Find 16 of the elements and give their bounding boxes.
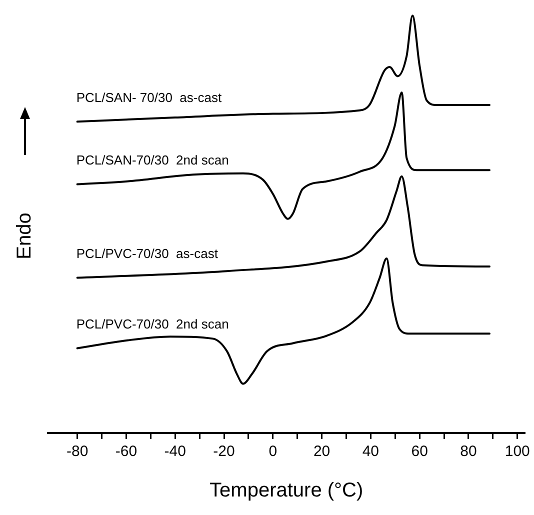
x-tick-label: 0	[268, 443, 278, 460]
x-tick-label: -80	[66, 443, 88, 460]
x-tick-label: 60	[411, 443, 428, 460]
series-label: PCL/PVC-70/30 as-cast	[76, 246, 218, 261]
x-tick-label: 100	[504, 443, 530, 460]
series-label: PCL/SAN- 70/30 as-cast	[76, 90, 222, 105]
series-label: PCL/SAN-70/30 2nd scan	[76, 152, 229, 168]
y-axis-title: Endo	[14, 212, 36, 260]
x-axis-title: Temperature (°C)	[210, 480, 364, 502]
x-tick-label: 40	[362, 443, 380, 460]
series-label: PCL/PVC-70/30 2nd scan	[76, 316, 229, 332]
x-tick-label: 20	[313, 443, 330, 460]
x-tick-label: -20	[213, 443, 235, 460]
x-tick-label: -40	[164, 443, 186, 460]
x-tick-label: -60	[115, 443, 138, 460]
x-tick-label: 80	[460, 443, 477, 460]
